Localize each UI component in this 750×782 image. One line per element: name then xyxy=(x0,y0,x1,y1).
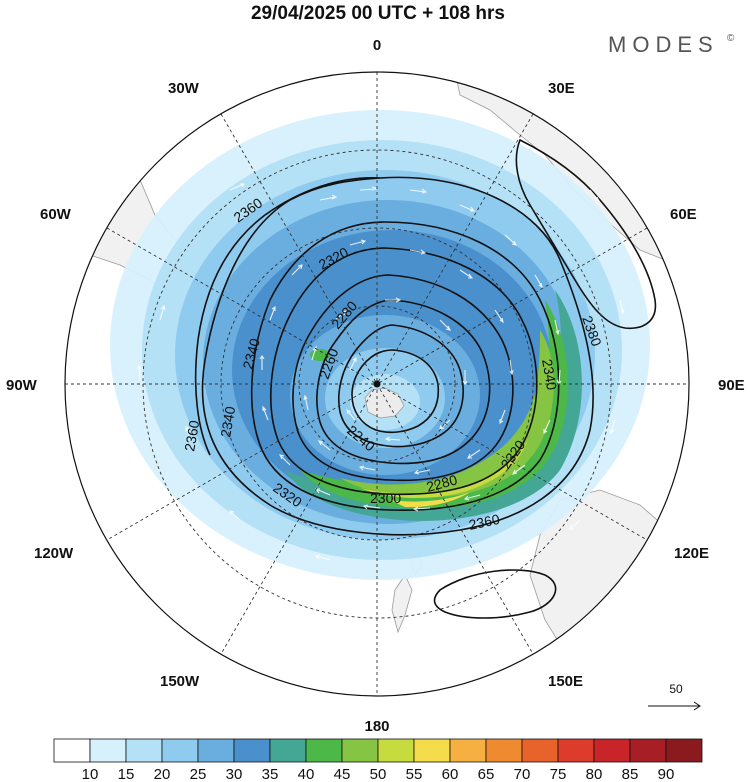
lon-label-30w: 30W xyxy=(168,80,200,97)
colorbar-tick-label: 90 xyxy=(658,766,675,782)
contour-label: 2340 xyxy=(539,358,560,392)
lon-label-150w: 150W xyxy=(160,673,200,690)
colorbar-swatch xyxy=(593,738,631,763)
colorbar-tick-label: 45 xyxy=(334,766,351,782)
colorbar-tick-label: 40 xyxy=(298,766,315,782)
brand-logo: MODES xyxy=(608,32,719,57)
colorbar-tick-label: 10 xyxy=(82,766,99,782)
contour-label: 2300 xyxy=(370,490,401,506)
colorbar-tick-label: 70 xyxy=(514,766,531,782)
colorbar-swatch xyxy=(449,738,487,763)
colorbar-tick-label: 55 xyxy=(406,766,423,782)
colorbar-tick-label: 50 xyxy=(370,766,387,782)
contours xyxy=(194,138,657,619)
colorbar-swatch xyxy=(665,738,703,763)
map-disk xyxy=(65,72,689,696)
colorbar-swatch xyxy=(125,738,163,763)
lon-label-120e: 120E xyxy=(674,545,709,562)
lon-label-180: 180 xyxy=(364,718,389,735)
colorbar-tick-label: 35 xyxy=(262,766,279,782)
colorbar-tick-label: 80 xyxy=(586,766,603,782)
colorbar-swatch xyxy=(413,738,451,763)
colorbar-swatch xyxy=(557,738,595,763)
reference-arrow-head xyxy=(693,701,701,711)
pole-marker xyxy=(373,380,381,388)
colorbar-swatch xyxy=(197,738,235,763)
colorbar-swatch xyxy=(377,738,415,763)
contour-label: 2360 xyxy=(181,419,202,453)
lon-label-60e: 60E xyxy=(670,206,697,223)
longitude-labels: 0 30E 60E 90E 120E 150E 180 150W 120W 90… xyxy=(6,37,745,735)
reference-vector: 50 xyxy=(648,682,701,711)
map-title: 29/04/2025 00 UTC + 108 hrs xyxy=(251,3,505,24)
wind-shading xyxy=(110,110,650,580)
colorbar-swatch xyxy=(269,738,307,763)
graticule xyxy=(65,72,689,696)
contour-label: 2280 xyxy=(425,471,459,495)
colorbar-swatch xyxy=(161,738,199,763)
lon-label-0: 0 xyxy=(373,37,381,54)
colorbar-tick-label: 25 xyxy=(190,766,207,782)
colorbar-tick-label: 60 xyxy=(442,766,459,782)
colorbar: 10 15 20 25 30 35 40 45 50 55 60 65 70 75 80 85 90 xyxy=(53,738,703,782)
colorbar-tick-label: 85 xyxy=(622,766,639,782)
colorbar-swatch xyxy=(341,738,379,763)
lon-label-90e: 90E xyxy=(718,377,745,394)
lon-label-120w: 120W xyxy=(34,545,74,562)
colorbar-swatch xyxy=(53,738,91,763)
contour-label: 2340 xyxy=(239,336,263,370)
lon-label-150e: 150E xyxy=(548,673,583,690)
colorbar-tick-label: 75 xyxy=(550,766,567,782)
colorbar-tick-label: 30 xyxy=(226,766,243,782)
colorbar-swatch xyxy=(485,738,523,763)
lon-label-30e: 30E xyxy=(548,80,575,97)
map-frame xyxy=(64,71,690,697)
colorbar-swatch xyxy=(233,738,271,763)
reference-vector-label: 50 xyxy=(669,682,683,696)
colorbar-swatch xyxy=(89,738,127,763)
contour-label: 2360 xyxy=(467,511,501,533)
lon-label-60w: 60W xyxy=(40,206,72,223)
colorbar-swatch xyxy=(305,738,343,763)
colorbar-swatch xyxy=(521,738,559,763)
lon-label-90w: 90W xyxy=(6,377,38,394)
colorbar-tick-label: 65 xyxy=(478,766,495,782)
colorbar-tick-label: 15 xyxy=(118,766,135,782)
colorbar-tick-label: 20 xyxy=(154,766,171,782)
brand-mark: © xyxy=(727,33,735,44)
wind-vectors xyxy=(136,183,625,566)
contour-label: 2340 xyxy=(217,405,238,439)
colorbar-swatch xyxy=(629,738,667,763)
